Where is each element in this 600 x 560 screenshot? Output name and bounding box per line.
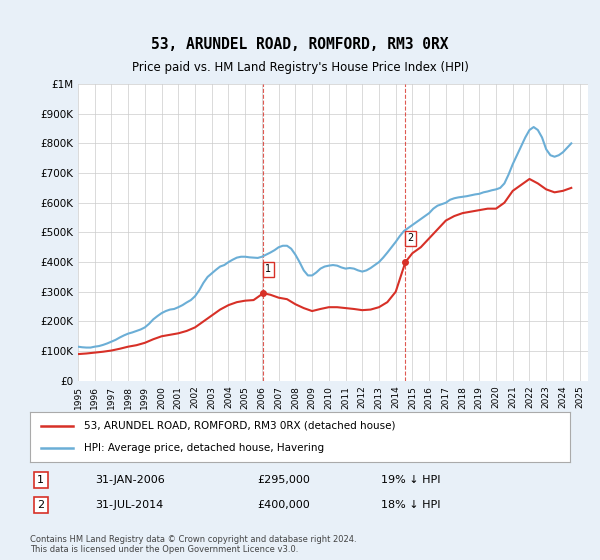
Text: Contains HM Land Registry data © Crown copyright and database right 2024.
This d: Contains HM Land Registry data © Crown c… (30, 535, 356, 554)
Text: 1: 1 (37, 475, 44, 485)
Text: 18% ↓ HPI: 18% ↓ HPI (381, 500, 440, 510)
Text: HPI: Average price, detached house, Havering: HPI: Average price, detached house, Have… (84, 443, 324, 453)
Text: 1: 1 (265, 264, 271, 274)
Text: 19% ↓ HPI: 19% ↓ HPI (381, 475, 440, 485)
Text: £400,000: £400,000 (257, 500, 310, 510)
Text: Price paid vs. HM Land Registry's House Price Index (HPI): Price paid vs. HM Land Registry's House … (131, 60, 469, 74)
Text: 2: 2 (407, 234, 413, 244)
Text: 31-JUL-2014: 31-JUL-2014 (95, 500, 163, 510)
Text: 31-JAN-2006: 31-JAN-2006 (95, 475, 164, 485)
Text: 53, ARUNDEL ROAD, ROMFORD, RM3 0RX: 53, ARUNDEL ROAD, ROMFORD, RM3 0RX (151, 38, 449, 52)
Text: 53, ARUNDEL ROAD, ROMFORD, RM3 0RX (detached house): 53, ARUNDEL ROAD, ROMFORD, RM3 0RX (deta… (84, 421, 395, 431)
Text: £295,000: £295,000 (257, 475, 310, 485)
Text: 2: 2 (37, 500, 44, 510)
